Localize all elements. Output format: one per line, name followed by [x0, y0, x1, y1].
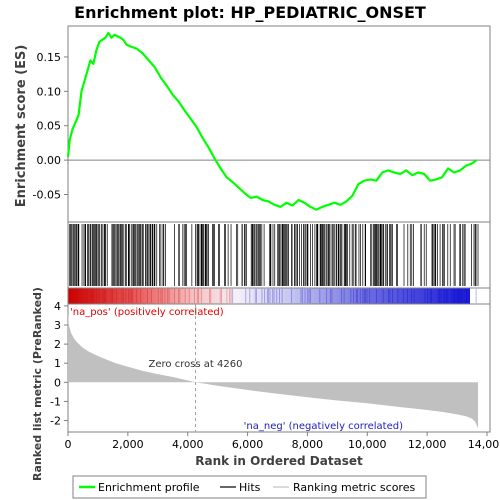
legend: Enrichment profile Hits Ranking metric s…	[72, 475, 427, 499]
legend-enrichment-label: Enrichment profile	[98, 481, 200, 494]
legend-hits-label: Hits	[239, 481, 261, 494]
x-tick-label: 2,000	[112, 438, 144, 451]
metric-ylabel: Ranked list metric (PreRanked)	[31, 287, 44, 481]
zero-cross-label: Zero cross at 4260	[149, 359, 243, 370]
es-ytick-label: -0.05	[33, 188, 61, 201]
metric-ytick-label: 4	[54, 300, 61, 313]
heatmap-gradient	[68, 288, 470, 304]
legend-metric-label: Ranking metric scores	[293, 481, 415, 494]
enrichment-profile-line	[66, 31, 478, 211]
neg-correlated-label: 'na_neg' (negatively correlated)	[244, 421, 403, 432]
metric-ytick-label: 2	[54, 338, 61, 351]
es-ylabel: Enrichment score (ES)	[14, 45, 29, 208]
es-ytick-label: 0.00	[37, 154, 62, 167]
x-tick-label: 6,000	[232, 438, 264, 451]
x-tick-label: 0	[65, 438, 72, 451]
chart-title: Enrichment plot: HP_PEDIATRIC_ONSET	[74, 3, 426, 22]
heatmap-bar	[67, 287, 491, 305]
metric-ytick-label: 0	[54, 376, 61, 389]
metric-ytick-label: 3	[54, 319, 61, 332]
x-tick-label: 14,000	[468, 438, 500, 451]
metric-ytick-label: -1	[50, 395, 61, 408]
legend-frame	[72, 475, 427, 499]
es-panel: -0.05 0.00 0.05 0.10 0.15 Enrichment score (…	[14, 25, 491, 223]
es-ytick-label: 0.05	[37, 120, 62, 133]
x-tick-label: 12,000	[408, 438, 447, 451]
x-tick-label: 8,000	[292, 438, 324, 451]
x-tick-label: 10,000	[348, 438, 387, 451]
pos-correlated-label: 'na_pos' (positively correlated)	[70, 307, 224, 318]
x-axis: 0 2,000 4,000 6,000 8,000 10,000 12,000 14,000	[65, 432, 500, 451]
ranking-metric-area	[68, 313, 478, 429]
metric-panel-frame	[67, 303, 491, 433]
metric-ytick-label: -2	[50, 415, 61, 428]
es-ytick-label: 0.10	[37, 85, 62, 98]
metric-panel: Zero cross at 4260 'na_pos' (positively …	[31, 287, 491, 481]
x-axis-label: Rank in Ordered Dataset	[195, 454, 363, 468]
metric-ytick-label: 1	[54, 357, 61, 370]
es-panel-frame	[67, 25, 491, 223]
x-tick-label: 4,000	[172, 438, 204, 451]
hits-panel	[67, 221, 491, 289]
es-ytick-label: 0.15	[37, 51, 62, 64]
